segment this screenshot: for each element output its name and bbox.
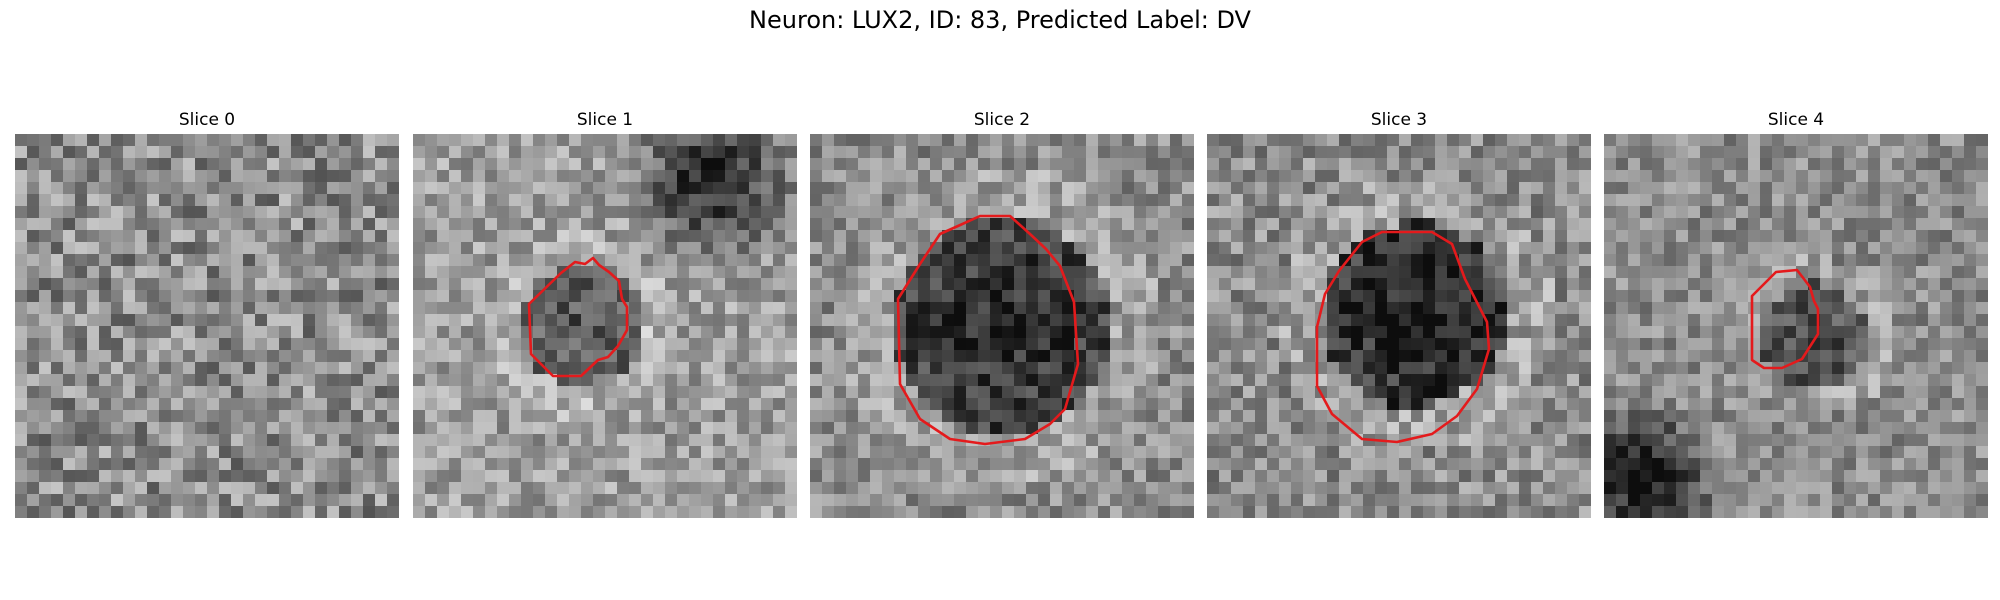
cell-contour <box>1315 230 1491 444</box>
cell-contour <box>527 256 629 378</box>
slice-image <box>810 134 1194 518</box>
slice-panel-4: Slice 4 <box>1604 108 1988 518</box>
slice-panel-2: Slice 2 <box>810 108 1194 518</box>
slice-title: Slice 1 <box>576 110 634 130</box>
slice-title: Slice 2 <box>973 110 1031 130</box>
cell-contour <box>1750 268 1820 370</box>
slice-image <box>1207 134 1591 518</box>
slice-title: Slice 3 <box>1370 110 1428 130</box>
slice-image <box>1604 134 1988 518</box>
slice-title: Slice 4 <box>1767 110 1825 130</box>
slice-image <box>15 134 399 518</box>
cell-contour <box>896 214 1080 446</box>
slice-panel-0: Slice 0 <box>15 108 399 518</box>
figure-title: Neuron: LUX2, ID: 83, Predicted Label: D… <box>749 6 1251 34</box>
slice-image <box>413 134 797 518</box>
slice-panel-1: Slice 1 <box>413 108 797 518</box>
slice-panel-3: Slice 3 <box>1207 108 1591 518</box>
slice-title: Slice 0 <box>178 110 236 130</box>
